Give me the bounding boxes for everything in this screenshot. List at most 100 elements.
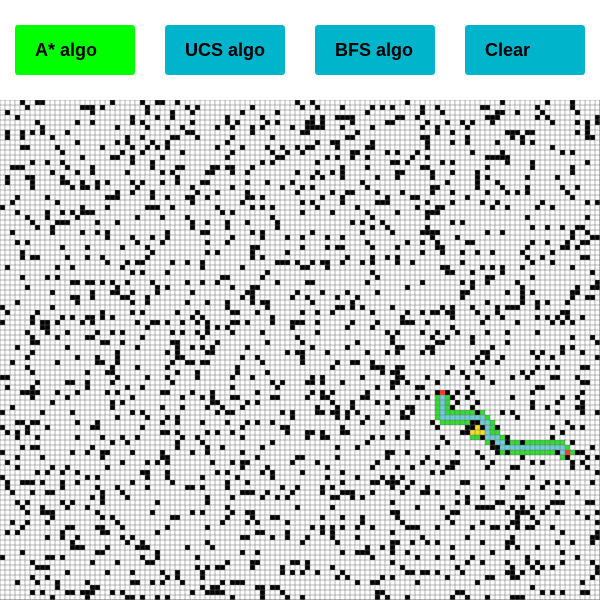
- wall-cell: [520, 140, 525, 145]
- wall-cell: [150, 250, 155, 255]
- wall-cell: [545, 405, 550, 410]
- wall-cell: [395, 365, 400, 370]
- wall-cell: [260, 125, 265, 130]
- wall-cell: [300, 470, 305, 475]
- wall-cell: [145, 485, 150, 490]
- wall-cell: [360, 520, 365, 525]
- wall-cell: [320, 195, 325, 200]
- wall-cell: [45, 210, 50, 215]
- wall-cell: [230, 310, 235, 315]
- wall-cell: [555, 450, 560, 455]
- wall-cell: [15, 165, 20, 170]
- wall-cell: [30, 490, 35, 495]
- wall-cell: [540, 385, 545, 390]
- wall-cell: [40, 510, 45, 515]
- grid-canvas[interactable]: [0, 100, 600, 600]
- wall-cell: [20, 445, 25, 450]
- astar-algo-button[interactable]: A* algo: [15, 25, 135, 75]
- wall-cell: [250, 295, 255, 300]
- wall-cell: [35, 420, 40, 425]
- wall-cell: [530, 290, 535, 295]
- wall-cell: [485, 355, 490, 360]
- wall-cell: [430, 185, 435, 190]
- wall-cell: [295, 350, 300, 355]
- wall-cell: [225, 410, 230, 415]
- wall-cell: [215, 325, 220, 330]
- wall-cell: [285, 535, 290, 540]
- wall-cell: [560, 395, 565, 400]
- wall-cell: [175, 445, 180, 450]
- wall-cell: [530, 225, 535, 230]
- wall-cell: [90, 335, 95, 340]
- wall-cell: [290, 320, 295, 325]
- wall-cell: [175, 370, 180, 375]
- wall-cell: [515, 110, 520, 115]
- wall-cell: [350, 150, 355, 155]
- wall-cell: [160, 430, 165, 435]
- wall-cell: [50, 170, 55, 175]
- wall-cell: [110, 380, 115, 385]
- wall-cell: [140, 425, 145, 430]
- wall-cell: [330, 495, 335, 500]
- wall-cell: [385, 455, 390, 460]
- wall-cell: [180, 405, 185, 410]
- wall-cell: [75, 480, 80, 485]
- wall-cell: [235, 365, 240, 370]
- wall-cell: [35, 380, 40, 385]
- wall-cell: [555, 400, 560, 405]
- wall-cell: [345, 490, 350, 495]
- wall-cell: [30, 185, 35, 190]
- wall-cell: [145, 545, 150, 550]
- wall-cell: [90, 110, 95, 115]
- wall-cell: [375, 365, 380, 370]
- wall-cell: [510, 540, 515, 545]
- wall-cell: [530, 565, 535, 570]
- wall-cell: [575, 130, 580, 135]
- wall-cells[interactable]: [0, 100, 600, 600]
- clear-button[interactable]: Clear: [465, 25, 585, 75]
- wall-cell: [260, 585, 265, 590]
- endpoint-cells[interactable]: [440, 390, 570, 455]
- bfs-algo-button[interactable]: BFS algo: [315, 25, 435, 75]
- wall-cell: [275, 120, 280, 125]
- wall-cell: [320, 175, 325, 180]
- wall-cell: [295, 260, 300, 265]
- wall-cell: [570, 540, 575, 545]
- wall-cell: [110, 405, 115, 410]
- wall-cell: [585, 455, 590, 460]
- wall-cell: [460, 220, 465, 225]
- wall-cell: [130, 300, 135, 305]
- wall-cell: [590, 295, 595, 300]
- wall-cell: [365, 440, 370, 445]
- wall-cell: [295, 335, 300, 340]
- wall-cell: [535, 365, 540, 370]
- wall-cell: [375, 480, 380, 485]
- wall-cell: [140, 595, 145, 600]
- wall-cell: [350, 400, 355, 405]
- wall-cell: [215, 125, 220, 130]
- wall-cell: [325, 245, 330, 250]
- wall-cell: [425, 345, 430, 350]
- wall-cell: [0, 555, 5, 560]
- wall-cell: [80, 205, 85, 210]
- wall-cell: [230, 595, 235, 600]
- grid-board[interactable]: [0, 100, 600, 600]
- wall-cell: [55, 585, 60, 590]
- wall-cell: [70, 295, 75, 300]
- ucs-algo-button[interactable]: UCS algo: [165, 25, 285, 75]
- wall-cell: [255, 400, 260, 405]
- wall-cell: [10, 360, 15, 365]
- wall-cell: [95, 360, 100, 365]
- wall-cell: [55, 320, 60, 325]
- wall-cell: [470, 555, 475, 560]
- wall-cell: [250, 515, 255, 520]
- wall-cell: [510, 130, 515, 135]
- wall-cell: [90, 165, 95, 170]
- wall-cell: [220, 445, 225, 450]
- wall-cell: [505, 190, 510, 195]
- wall-cell: [15, 430, 20, 435]
- wall-cell: [95, 425, 100, 430]
- wall-cell: [300, 320, 305, 325]
- wall-cell: [260, 235, 265, 240]
- wall-cell: [420, 105, 425, 110]
